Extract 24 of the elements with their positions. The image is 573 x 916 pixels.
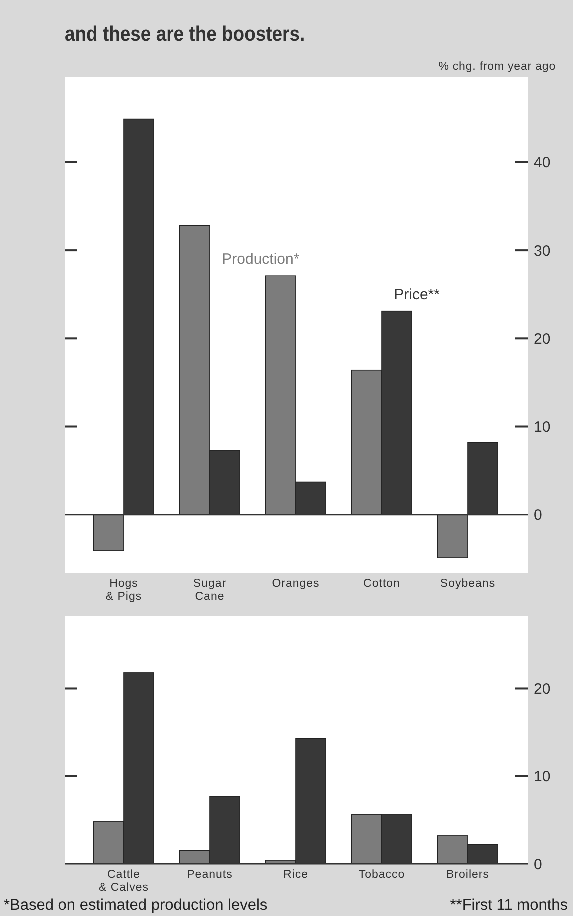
y-tick-label: 0 bbox=[534, 507, 542, 524]
series-label: Production* bbox=[222, 251, 300, 268]
x-tick-label: Soybeans bbox=[440, 578, 496, 590]
chart-title: and these are the boosters. bbox=[65, 22, 306, 46]
x-tick-label: Sugar Cane bbox=[193, 578, 227, 603]
y-tick-label: 0 bbox=[534, 856, 542, 874]
x-tick-label: Peanuts bbox=[187, 869, 233, 881]
y-tick-label: 10 bbox=[534, 419, 551, 436]
x-tick-label: Cotton bbox=[364, 578, 400, 590]
y-tick-label: 30 bbox=[534, 242, 551, 260]
y-axis-title: % chg. from year ago bbox=[438, 61, 556, 73]
x-tick-label: Hogs & Pigs bbox=[106, 578, 142, 603]
text: **First 11 months bbox=[450, 897, 568, 914]
x-tick-label: Oranges bbox=[272, 578, 320, 590]
series-label: Price** bbox=[394, 286, 440, 304]
x-tick-label: Broilers bbox=[446, 869, 490, 881]
x-tick-label: Cattle & Calves bbox=[98, 869, 150, 894]
text: *Based on estimated production levels bbox=[4, 897, 268, 914]
y-tick-label: 20 bbox=[534, 330, 551, 348]
x-tick-label: Rice bbox=[283, 869, 309, 881]
y-tick-label: 40 bbox=[534, 154, 551, 172]
y-tick-label: 20 bbox=[534, 680, 551, 698]
x-tick-label: Tobacco bbox=[358, 869, 406, 881]
y-tick-label: 10 bbox=[534, 768, 551, 786]
